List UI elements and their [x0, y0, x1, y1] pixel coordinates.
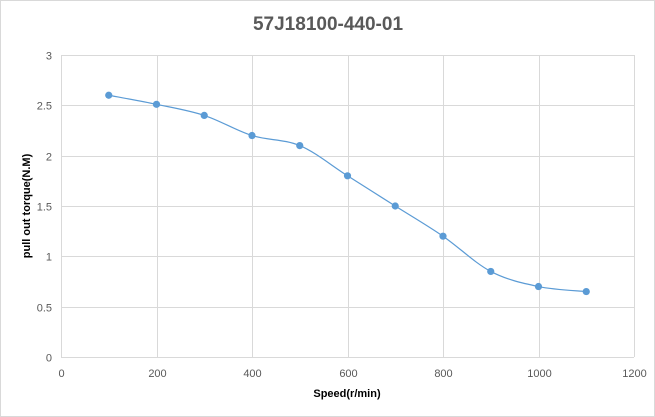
data-point [200, 111, 208, 119]
y-tick-label: 1 [46, 252, 52, 264]
x-tick-label: 200 [148, 368, 166, 380]
x-tick-label: 1000 [527, 368, 551, 380]
data-point [487, 267, 495, 276]
y-tick-label: 2.5 [37, 101, 52, 113]
data-point [343, 172, 352, 180]
grid [61, 55, 635, 358]
x-tick-label: 800 [434, 368, 452, 380]
y-tick-label: 1.5 [37, 202, 52, 214]
x-tick-label: 600 [339, 368, 357, 380]
series-line [108, 94, 587, 293]
x-tick-label: 0 [58, 368, 64, 380]
y-tick-label: 0 [46, 353, 52, 365]
series [105, 91, 590, 296]
data-point [296, 142, 304, 150]
data-point [391, 202, 399, 210]
data-point [582, 287, 590, 296]
x-axis-label: Speed(r/min) [313, 388, 381, 400]
y-axis-label: pull out torque(N.M) [21, 153, 33, 258]
x-tick-labels: 0 200 400 600 800 1000 1200 [58, 368, 646, 380]
data-point [152, 100, 161, 108]
y-tick-label: 2 [46, 152, 52, 164]
y-tick-labels: 0 0.5 1 1.5 2 2.5 3 [37, 51, 52, 365]
data-point [105, 91, 113, 99]
y-tick-label: 3 [46, 51, 52, 63]
x-tick-label: 1200 [622, 368, 646, 380]
y-tick-label: 0.5 [37, 303, 52, 315]
x-tick-label: 400 [243, 368, 261, 380]
chart-title: 57J18100-440-01 [253, 14, 403, 35]
data-point [248, 131, 256, 140]
data-point [534, 282, 543, 291]
data-point [439, 232, 447, 240]
